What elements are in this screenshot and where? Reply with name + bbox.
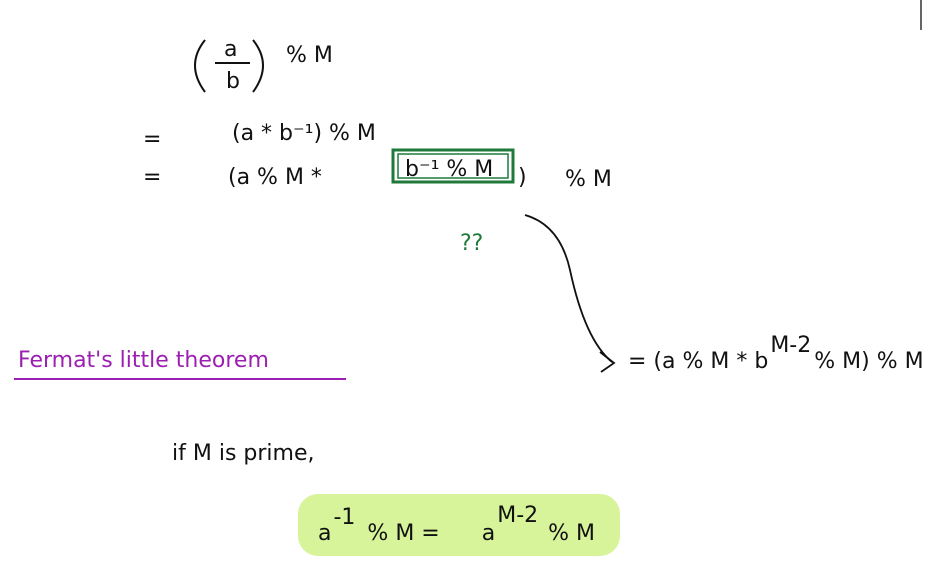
- base: a: [318, 521, 331, 546]
- expression: % M: [286, 43, 333, 68]
- expression: % M: [565, 167, 612, 192]
- expression: (a * b⁻¹) % M: [232, 121, 376, 146]
- paren: [252, 39, 264, 93]
- condition: if M is prime,: [172, 441, 314, 466]
- superscript: M-2: [497, 503, 538, 528]
- equals: =: [143, 165, 161, 190]
- arrow-head: [599, 351, 616, 373]
- highlight: [298, 494, 620, 556]
- expression: (a % M *: [228, 165, 322, 190]
- denominator: b: [226, 69, 240, 94]
- superscript: M-2: [770, 333, 811, 358]
- base: a: [482, 521, 495, 546]
- superscript: -1: [333, 505, 355, 530]
- expression: % M) % M: [814, 349, 923, 374]
- arrow: [524, 214, 613, 363]
- numerator: a: [224, 37, 237, 62]
- expression: = (a % M * b: [628, 349, 768, 374]
- heading: Fermat's little theorem: [18, 348, 269, 373]
- paren: [194, 39, 206, 93]
- expression: % M: [548, 521, 595, 546]
- question-marks: ??: [460, 231, 483, 256]
- theorem: a-1% M = aM-2% M: [318, 503, 595, 546]
- highlight-box: [397, 153, 509, 179]
- equals: =: [143, 127, 161, 152]
- expression: ): [518, 165, 527, 190]
- expression: % M =: [367, 521, 439, 546]
- highlight-box: [391, 148, 515, 184]
- result: = (a % M * bM-2% M) % M: [628, 333, 924, 374]
- boxed-expression: b⁻¹ % M: [405, 157, 493, 182]
